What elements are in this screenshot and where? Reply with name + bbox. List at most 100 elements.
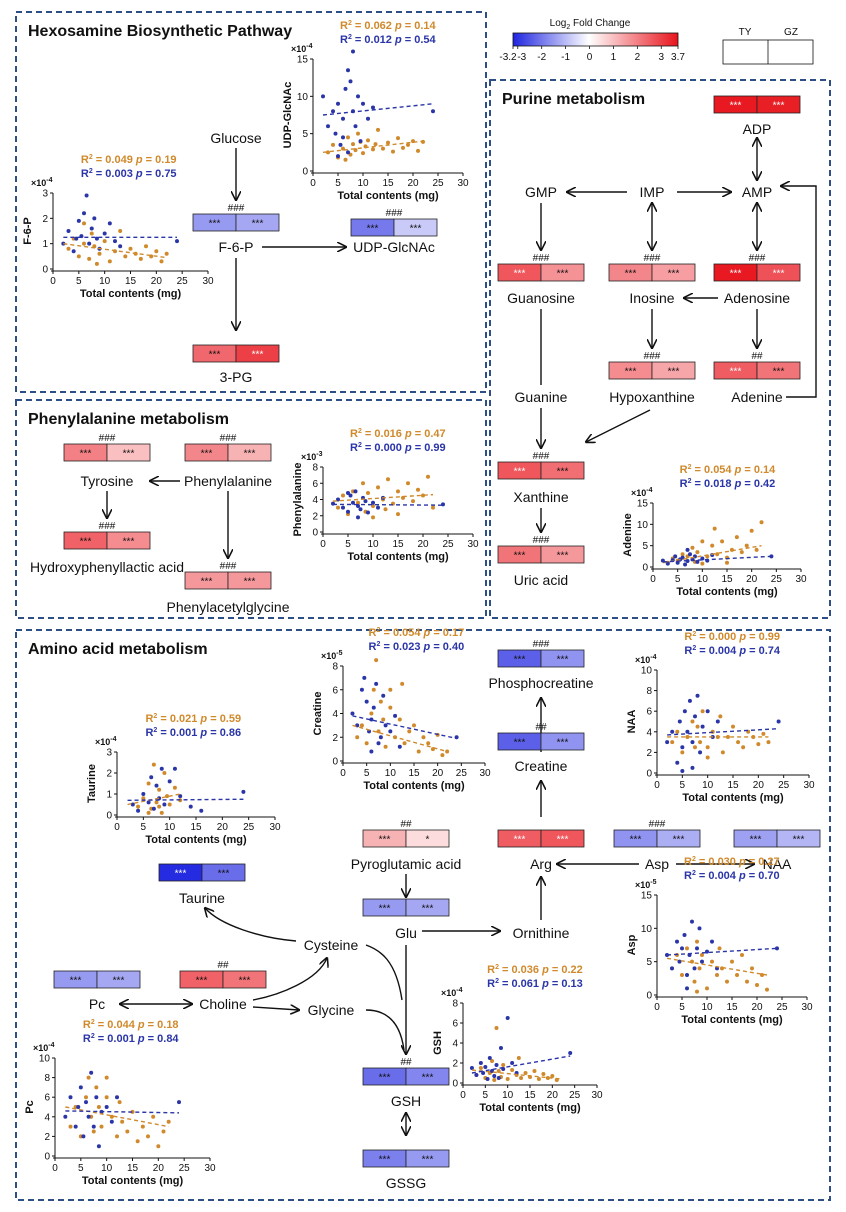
ty-fit-line [352,724,448,753]
ty-point [157,787,162,792]
gz-point [104,1105,109,1109]
ty-point [397,717,402,722]
gz-point [685,729,690,734]
ty-point [516,1056,521,1060]
x-tick-label: 5 [335,178,341,189]
ty-point [402,741,407,746]
gz-point [371,500,375,505]
gz-point [241,789,246,794]
gz-point [366,510,370,515]
significance-mark: *** [514,655,526,666]
gz-fit-line [667,728,779,736]
gz-point [78,1085,83,1090]
gz-point [675,760,680,765]
x-axis-label: Total contents (mg) [82,1175,184,1187]
fold-change-box: *** *** ## [179,960,267,989]
metabolite-arg: Arg [530,856,552,872]
gz-point [705,709,710,714]
hash-mark: ### [386,208,403,219]
y-tick-label: 2 [106,769,112,780]
gz-point [89,226,94,231]
significance-mark: *** [410,224,422,235]
gz-point [115,1095,119,1100]
y-axis-label: Pc [24,1100,36,1113]
ty-point [68,1124,73,1129]
significance-mark: *** [514,467,526,478]
metabolite-gsh: GSH [391,1093,421,1109]
hash-mark: ### [99,433,116,444]
x-tick-label: 5 [364,768,370,779]
significance-mark: *** [70,976,82,987]
ty-point [523,1071,528,1075]
scatter-phe: 0 5 10 15 20 25 30 0 2 4 6 8 Total contents (mg) Phen… [292,428,479,563]
gz-point [690,765,695,770]
metabolite-f6p: F-6-P [219,239,254,255]
ty-point [755,983,759,987]
ty-point [125,1129,130,1134]
gz-point [358,139,363,144]
metabolite-gmp: GMP [525,184,557,200]
ty-point [388,687,393,692]
ty-point [685,946,689,951]
regression-stat: R2 = 0.044 p = 0.18 [83,1019,179,1031]
y-axis-label: Adenine [622,513,634,556]
significance-mark: *** [514,269,526,280]
gz-point [487,1056,492,1060]
gz-point [89,1070,94,1075]
ty-point [99,1124,104,1129]
ty-point [326,150,330,155]
fold-change-box: *** *** [362,1149,450,1168]
section-frame [15,11,487,393]
gz-point [685,973,689,977]
significance-mark: *** [793,835,805,846]
x-tick-label: 15 [190,822,202,833]
ty-point [693,745,697,750]
ty-fit-line [322,140,424,154]
ty-point [519,1076,524,1080]
hash-mark: ### [644,351,661,362]
ty-point [381,146,385,151]
gz-point [348,79,353,84]
gz-point [397,744,402,749]
gz-point [107,221,112,226]
metabolite-xan: Xanthine [513,489,568,505]
ty-point [87,256,92,261]
metabolite-adp: ADP [743,121,772,137]
ty-point [532,1069,537,1073]
gz-cell [540,732,585,751]
x-tick-label: 0 [114,822,120,833]
ty-point [765,987,769,992]
section-phe: Phenylalanine metabolism [15,399,487,619]
gz-point [695,946,699,951]
ty-point [715,973,719,977]
regression-stat: R2 = 0.030 p = 0.27 [684,856,780,868]
gz-point [675,939,679,944]
metabolite-taurine: Taurine [179,890,225,906]
x-tick-label: 15 [727,780,739,791]
hash-mark: ## [400,1057,412,1068]
x-tick-label: 30 [467,539,479,550]
gz-cell [756,263,801,282]
gz-point [94,1095,99,1100]
gz-point [136,808,141,813]
significance-mark: *** [113,976,125,987]
ty-point [381,717,386,722]
gz-point [73,1124,78,1129]
significance-mark: * [426,835,430,846]
gz-point [383,723,388,728]
ty-point [76,254,81,259]
ty-point [369,711,374,716]
ty-point [371,504,375,508]
ty-point [167,802,172,807]
x-tick-label: 5 [78,1163,84,1174]
gz-point [682,933,687,937]
ty-point [154,249,159,254]
significance-mark: *** [750,835,762,846]
y-tick-label: 2 [44,1132,50,1143]
x-tick-label: 30 [591,1090,603,1101]
regression-stat: R2 = 0.004 p = 0.70 [684,870,780,882]
ty-point [712,526,717,531]
metabolite-guo: Guanosine [507,290,575,306]
ty-point [346,135,350,140]
section-frame [15,629,831,1201]
